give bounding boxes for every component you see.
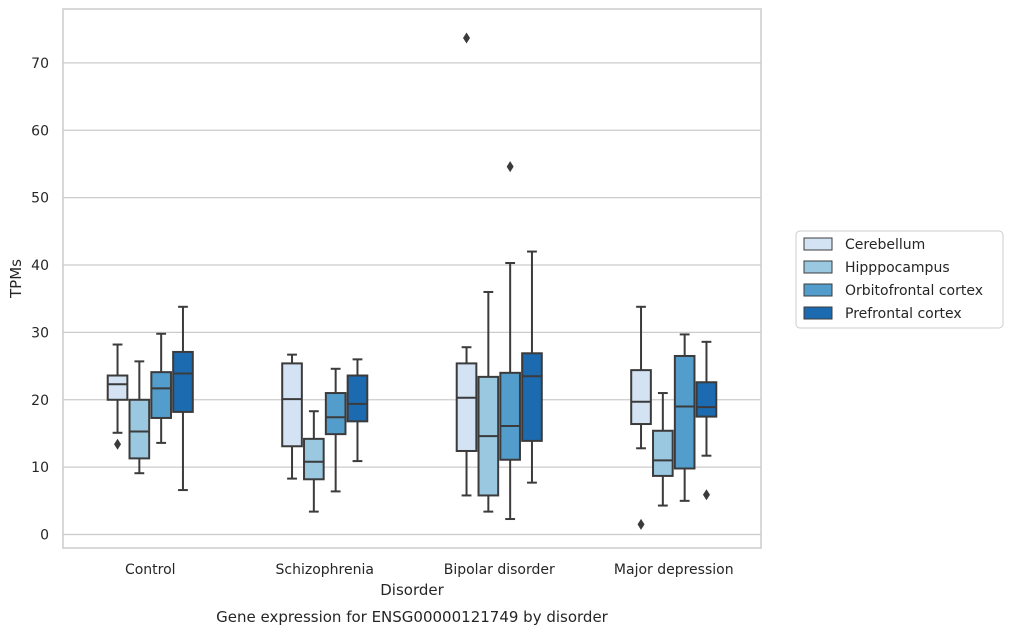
legend-frame (795, 230, 1004, 329)
box-orbitofrontal-cortex (324, 367, 347, 493)
y-tick-label: 10 (31, 460, 49, 476)
legend-swatch (803, 306, 833, 320)
box-cerebellum (455, 32, 478, 497)
y-axis-ticks: 0 10 20 30 40 50 60 70 (31, 56, 49, 544)
plot-frame (62, 8, 762, 549)
x-tick-label: Bipolar disorder (444, 562, 555, 578)
box-body (673, 354, 696, 470)
box-hipppocampus (128, 360, 151, 475)
outlier-point (637, 518, 645, 530)
x-tick-label: Control (125, 562, 176, 578)
box-body (324, 392, 347, 436)
box-hipppocampus (652, 392, 674, 507)
y-tick-label: 70 (31, 56, 49, 72)
y-tick-label: 30 (31, 325, 49, 341)
x-axis-label: Disorder (380, 581, 444, 599)
x-axis-ticks: Control Schizophrenia Bipolar disorder Majo… (125, 562, 734, 578)
box-body (521, 352, 543, 442)
box-orbitofrontal-cortex (499, 161, 521, 521)
box-cerebellum (281, 353, 303, 480)
outlier-point (506, 161, 514, 173)
y-tick-label: 60 (31, 123, 49, 139)
box-body (346, 374, 369, 423)
box-body (128, 398, 151, 460)
legend: Cerebellum Hipppocampus Orbitofrontal cort… (795, 230, 1004, 329)
box-body (172, 350, 194, 413)
box-cerebellum (106, 343, 129, 450)
box-prefrontal-cortex (521, 250, 543, 484)
box-orbitofrontal-cortex (150, 332, 172, 444)
box-groups (106, 32, 718, 530)
outlier-point (463, 32, 471, 44)
box-prefrontal-cortex (695, 340, 718, 501)
outlier-point (114, 438, 122, 450)
box-body (150, 371, 172, 419)
box-body (455, 362, 478, 452)
outlier-point (702, 489, 710, 501)
legend-label: Orbitofrontal cortex (845, 283, 983, 299)
y-tick-label: 0 (40, 528, 49, 544)
box-body (499, 371, 521, 461)
box-body (106, 374, 129, 401)
legend-label: Hipppocampus (845, 260, 950, 276)
box-prefrontal-cortex (172, 305, 194, 492)
box-hipppocampus (303, 410, 325, 513)
legend-swatch (803, 260, 833, 274)
box-body (630, 369, 652, 426)
x-tick-label: Schizophrenia (276, 562, 374, 578)
box-prefrontal-cortex (346, 358, 369, 463)
legend-label: Cerebellum (845, 237, 925, 253)
box-body (303, 437, 325, 481)
legend-label: Prefrontal cortex (845, 306, 962, 322)
legend-swatch (803, 237, 833, 251)
chart-caption: Gene expression for ENSG00000121749 by d… (216, 608, 609, 626)
y-tick-label: 40 (31, 258, 49, 274)
legend-swatch (803, 283, 833, 297)
box-hipppocampus (477, 290, 500, 513)
box-cerebellum (630, 305, 652, 530)
y-tick-label: 50 (31, 191, 49, 207)
box-body (695, 381, 718, 418)
box-body (652, 429, 674, 477)
box-orbitofrontal-cortex (673, 333, 696, 502)
box-body (281, 362, 303, 448)
y-tick-label: 20 (31, 393, 49, 409)
x-tick-label: Major depression (614, 562, 734, 578)
y-axis-label: TPMs (7, 259, 25, 299)
